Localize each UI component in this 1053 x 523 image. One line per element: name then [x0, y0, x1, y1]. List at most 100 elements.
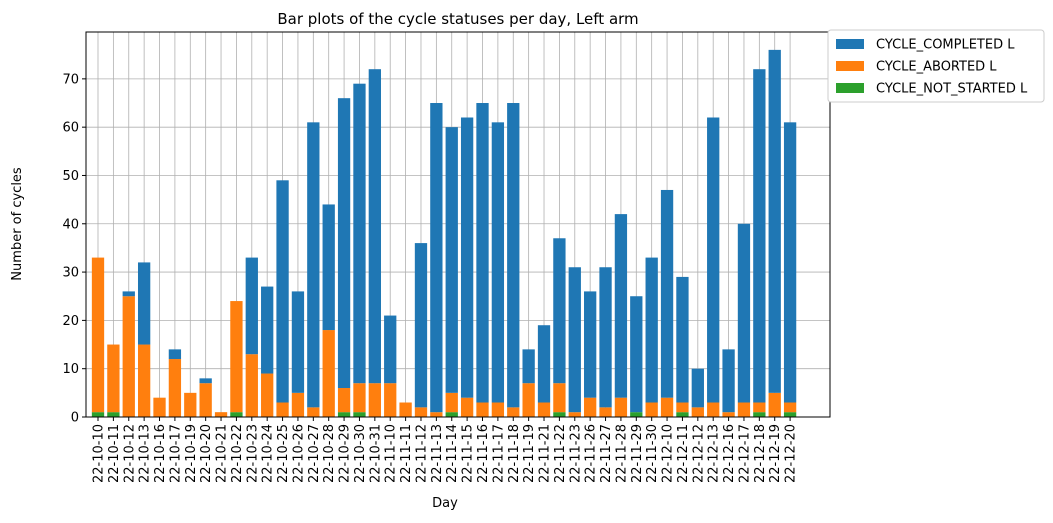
bar-segment: [491, 122, 505, 403]
bar-segment: [384, 315, 397, 384]
bar-segment: [445, 412, 458, 417]
bar-segment: [599, 407, 612, 417]
legend-frame: [827, 29, 1045, 103]
x-tick-label: 22-10-16: [153, 424, 168, 483]
bar-segment: [276, 180, 289, 403]
x-tick-label: 22-10-29: [338, 424, 353, 483]
x-tick-label: 22-11-26: [584, 424, 599, 483]
bar-segment: [91, 412, 105, 417]
y-tick-label: 30: [62, 266, 79, 281]
bar-segment: [491, 402, 505, 417]
bar-segment: [91, 257, 105, 413]
bar-segment: [168, 359, 182, 417]
bar-segment: [445, 127, 458, 393]
bar-segment: [553, 383, 566, 413]
x-tick-label: 22-10-23: [245, 424, 260, 483]
bar-segment: [230, 301, 243, 413]
x-tick-label: 22-12-20: [784, 424, 799, 483]
bar-segment: [307, 407, 320, 417]
bar-segment: [291, 392, 305, 417]
bar-segment: [537, 325, 551, 403]
bar-segment: [230, 412, 243, 417]
x-tick-label: 22-12-19: [768, 424, 783, 483]
bar-segment: [737, 223, 751, 403]
legend-swatch: [836, 83, 864, 93]
legend: CYCLE_COMPLETED L CYCLE_ABORTED L CYCLE_NO…: [827, 29, 1045, 103]
bar-segment: [768, 49, 781, 393]
x-tick-label: 22-11-22: [553, 424, 568, 483]
bar-segment: [753, 412, 766, 417]
x-tick-label: 22-11-19: [522, 424, 537, 483]
bar-segment: [614, 214, 628, 398]
x-tick-label: 22-11-16: [476, 424, 491, 483]
chart-title: Bar plots of the cycle statuses per day,…: [277, 10, 638, 28]
x-tick-label: 22-10-13: [138, 424, 153, 483]
legend-label: CYCLE_COMPLETED L: [876, 38, 1015, 53]
x-tick-label: 22-10-10: [92, 424, 107, 483]
bar-segment: [153, 397, 166, 417]
bar-segment: [722, 349, 735, 413]
bar-segment: [307, 122, 320, 408]
x-tick-label: 22-11-13: [430, 424, 445, 483]
x-tick-label: 22-11-11: [399, 424, 414, 483]
x-tick-label: 22-10-11: [107, 424, 122, 483]
x-tick-label: 22-10-20: [199, 424, 214, 483]
bar-segment: [322, 204, 335, 331]
bar-segment: [783, 402, 797, 413]
bar-segment: [460, 397, 474, 417]
bar-segment: [122, 296, 135, 417]
bar-segment: [168, 349, 182, 360]
x-axis-label: Day: [432, 496, 458, 511]
bar-segment: [476, 402, 489, 417]
x-tick-label: 22-12-17: [737, 424, 752, 483]
bar-segment: [107, 412, 120, 417]
x-tick-label: 22-11-17: [491, 424, 506, 483]
bar-segment: [568, 412, 581, 417]
x-tick-label: 22-12-10: [661, 424, 676, 483]
bar-segment: [537, 402, 551, 417]
x-tick-label: 22-11-14: [445, 424, 460, 483]
x-tick-label: 22-10-30: [353, 424, 368, 483]
bar-segment: [322, 330, 335, 417]
bar-segment: [522, 349, 535, 384]
bar-segment: [445, 392, 458, 413]
y-tick-label: 20: [62, 314, 79, 329]
y-tick-label: 60: [62, 121, 79, 136]
bar-segment: [414, 243, 428, 408]
bar-segment: [337, 388, 351, 413]
bar-segment: [276, 402, 289, 417]
bar-segment: [676, 402, 689, 413]
bar-segment: [507, 103, 520, 408]
bar-segment: [599, 267, 612, 408]
x-tick-label: 22-11-15: [461, 424, 476, 483]
bar-segment: [184, 392, 197, 417]
bar-segment: [707, 402, 720, 417]
bar-segment: [660, 397, 674, 417]
bar-segment: [645, 402, 658, 417]
bar-segment: [737, 402, 751, 417]
y-tick-label: 0: [71, 411, 79, 426]
bar-segment: [630, 296, 643, 413]
x-tick-label: 22-12-13: [707, 424, 722, 483]
bar-segment: [691, 368, 704, 408]
bar-segment: [722, 412, 735, 417]
bar-segment: [522, 383, 535, 417]
bar-segment: [753, 69, 766, 403]
bar-segment: [122, 291, 135, 297]
bar-segment: [553, 412, 566, 417]
x-tick-label: 22-12-12: [691, 424, 706, 483]
x-tick-label: 22-12-11: [676, 424, 691, 483]
bar-segment: [476, 103, 489, 403]
bar-segment: [368, 69, 381, 384]
x-tick-label: 22-10-27: [307, 424, 322, 483]
bar-segment: [353, 83, 366, 384]
x-tick-label: 22-10-31: [368, 424, 383, 483]
x-tick-label: 22-10-12: [122, 424, 137, 483]
bar-segment: [137, 344, 151, 417]
legend-swatch: [836, 61, 864, 71]
bar-segment: [353, 412, 366, 417]
bar-segment: [676, 276, 689, 403]
bar-segment: [614, 397, 628, 417]
x-tick-label: 22-12-16: [722, 424, 737, 483]
